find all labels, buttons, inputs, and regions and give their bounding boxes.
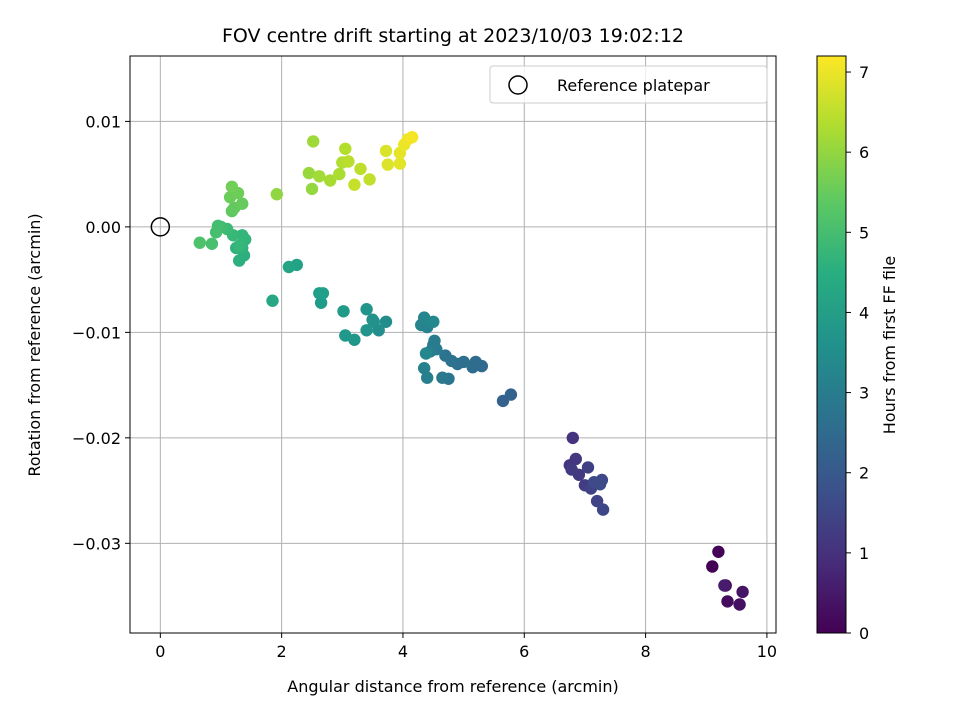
y-axis-title: Rotation from reference (arcmin) [25, 213, 44, 476]
scatter-point [439, 349, 452, 362]
x-tick-label: 4 [398, 642, 408, 661]
scatter-points [193, 131, 749, 611]
colorbar-tick-label: 5 [859, 223, 869, 242]
scatter-point [354, 162, 367, 176]
scatter-point [342, 155, 355, 168]
colorbar-tick-label: 1 [859, 544, 869, 563]
scatter-point [381, 158, 394, 171]
scatter-point [733, 598, 746, 611]
y-tick-label: 0.01 [85, 112, 121, 131]
scatter-point [305, 182, 319, 196]
scatter-point [393, 157, 407, 170]
scatter-point [428, 334, 441, 347]
x-axis-title: Angular distance from reference (arcmin) [287, 677, 618, 696]
legend: Reference platepar [489, 65, 768, 104]
scatter-point [569, 452, 582, 466]
colorbar-label: Hours from first FF file [880, 256, 899, 435]
scatter-point [596, 503, 610, 516]
scatter-point [504, 388, 518, 401]
colorbar-tick-label: 6 [859, 143, 869, 162]
chart-title: FOV centre drift starting at 2023/10/03 … [222, 25, 684, 47]
scatter-point [427, 315, 440, 328]
y-tick-label: −0.03 [72, 534, 121, 553]
scatter-point [193, 236, 206, 249]
scatter-point [205, 237, 219, 250]
scatter-point [718, 579, 731, 592]
colorbar-ticks: 0 1 2 3 4 5 6 7 [846, 63, 869, 643]
scatter-point [419, 347, 433, 360]
x-tick-label: 10 [757, 642, 777, 661]
scatter-point [348, 178, 361, 191]
scatter-point [566, 431, 579, 445]
scatter-point [363, 173, 376, 186]
scatter-point [233, 254, 246, 267]
scatter-point [421, 371, 434, 384]
scatter-point [360, 303, 373, 316]
scatter-point [333, 167, 346, 181]
colorbar-tick-label: 7 [859, 63, 869, 82]
scatter-point [225, 180, 239, 193]
y-tick-label: −0.02 [72, 429, 121, 448]
colorbar-tick-label: 3 [859, 384, 869, 403]
scatter-point [314, 296, 328, 309]
scatter-point [266, 294, 279, 307]
scatter-point [418, 362, 431, 375]
scatter-point [379, 144, 393, 158]
scatter-point [360, 324, 373, 337]
scatter-point [379, 315, 393, 328]
scatter-point [736, 585, 749, 599]
y-axis-ticks: −0.03 −0.02 −0.01 0.00 0.01 [72, 112, 130, 553]
scatter-point [712, 545, 725, 558]
y-tick-label: 0.00 [85, 218, 121, 237]
reference-platepar-marker [150, 217, 171, 237]
scatter-point [593, 478, 607, 491]
scatter-point [706, 560, 719, 573]
scatter-point [565, 463, 578, 476]
colorbar [816, 55, 847, 634]
legend-marker [508, 75, 528, 95]
scatter-point [405, 131, 419, 144]
scatter-point [324, 174, 337, 187]
scatter-point [436, 371, 449, 384]
colorbar-tick-label: 4 [859, 303, 869, 322]
scatter-point [316, 287, 330, 300]
x-tick-label: 8 [640, 642, 650, 661]
x-axis-ticks: 0 2 4 6 8 10 [155, 633, 777, 661]
y-tick-label: −0.01 [72, 323, 121, 342]
scatter-point [721, 595, 734, 608]
scatter-point [313, 170, 326, 183]
legend-entry-label: Reference platepar [557, 76, 710, 95]
scatter-point [236, 197, 249, 210]
legend-box [489, 65, 768, 104]
scatter-point [339, 142, 352, 155]
x-tick-label: 0 [155, 642, 165, 661]
scatter-point [466, 361, 479, 374]
colorbar-tick-label: 2 [859, 464, 869, 483]
x-tick-label: 2 [277, 642, 287, 661]
scatter-point [236, 229, 249, 242]
scatter-point [233, 239, 246, 253]
plot-frame [129, 55, 777, 634]
scatter-point [366, 313, 379, 326]
scatter-point [307, 135, 320, 148]
scatter-point [282, 260, 296, 274]
scatter-point [270, 188, 283, 201]
scatter-point [209, 226, 223, 239]
scatter-point [302, 166, 316, 180]
x-tick-label: 6 [519, 642, 529, 661]
scatter-point [339, 329, 352, 342]
scatter-point [337, 305, 350, 318]
scatter-point [581, 461, 595, 474]
colorbar-tick-label: 0 [859, 624, 869, 643]
